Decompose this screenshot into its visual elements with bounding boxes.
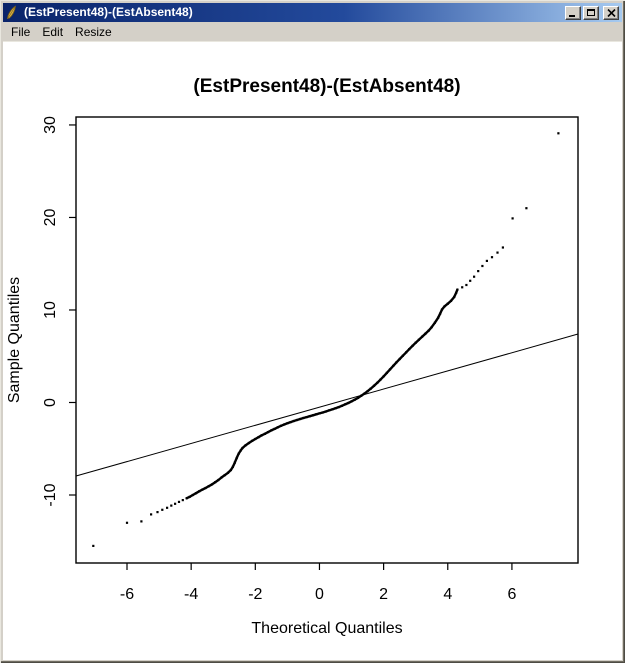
svg-text:-10: -10: [42, 483, 59, 506]
plot-box: [75, 116, 579, 564]
window-titlebar[interactable]: (EstPresent48)-(EstAbsent48): [3, 3, 622, 22]
maximize-icon: [587, 9, 595, 16]
svg-text:-4: -4: [184, 586, 198, 603]
qq-points: [92, 132, 560, 547]
menu-item-edit[interactable]: Edit: [42, 24, 64, 39]
menu-item-file[interactable]: File: [11, 24, 31, 39]
x-axis-label: Theoretical Quantiles: [251, 620, 402, 637]
minimize-button[interactable]: [565, 5, 581, 20]
svg-text:30: 30: [42, 116, 59, 134]
qq-reference-line: [75, 333, 579, 477]
minimize-icon: [569, 14, 575, 17]
svg-text:20: 20: [42, 208, 59, 226]
svg-text:0: 0: [315, 586, 324, 603]
close-icon: [606, 8, 616, 17]
svg-text:-6: -6: [120, 586, 134, 603]
plot-client-area: -6 -4 -2 0 2 4 6 -10 0 10 20 30 (EstPresent48)-(EstA…: [3, 41, 622, 660]
svg-text:6: 6: [507, 586, 516, 603]
plot-title: (EstPresent48)-(EstAbsent48): [193, 76, 460, 97]
y-axis: -10 0 10 20 30: [42, 116, 76, 507]
svg-text:2: 2: [379, 586, 388, 603]
maximize-button[interactable]: [583, 5, 599, 20]
window-title: (EstPresent48)-(EstAbsent48): [24, 5, 193, 19]
y-axis-label: Sample Quantiles: [6, 277, 23, 403]
svg-text:0: 0: [42, 398, 59, 407]
svg-text:-2: -2: [248, 586, 262, 603]
menubar: File Edit Resize: [3, 22, 622, 41]
feather-icon: [5, 5, 21, 20]
qq-plot: -6 -4 -2 0 2 4 6 -10 0 10 20 30 (EstPresent48)-(EstA…: [6, 76, 579, 637]
svg-text:(EstPresent48)-(EstAbsent48): (EstPresent48)-(EstAbsent48): [193, 76, 460, 97]
menu-item-resize[interactable]: Resize: [75, 24, 112, 39]
window-controls: [565, 5, 619, 20]
close-button[interactable]: [603, 5, 619, 20]
svg-text:Sample Quantiles: Sample Quantiles: [6, 277, 23, 403]
svg-text:Theoretical Quantiles: Theoretical Quantiles: [251, 620, 402, 637]
svg-text:4: 4: [443, 586, 452, 603]
svg-text:10: 10: [42, 301, 59, 319]
x-axis: -6 -4 -2 0 2 4 6: [120, 563, 516, 603]
